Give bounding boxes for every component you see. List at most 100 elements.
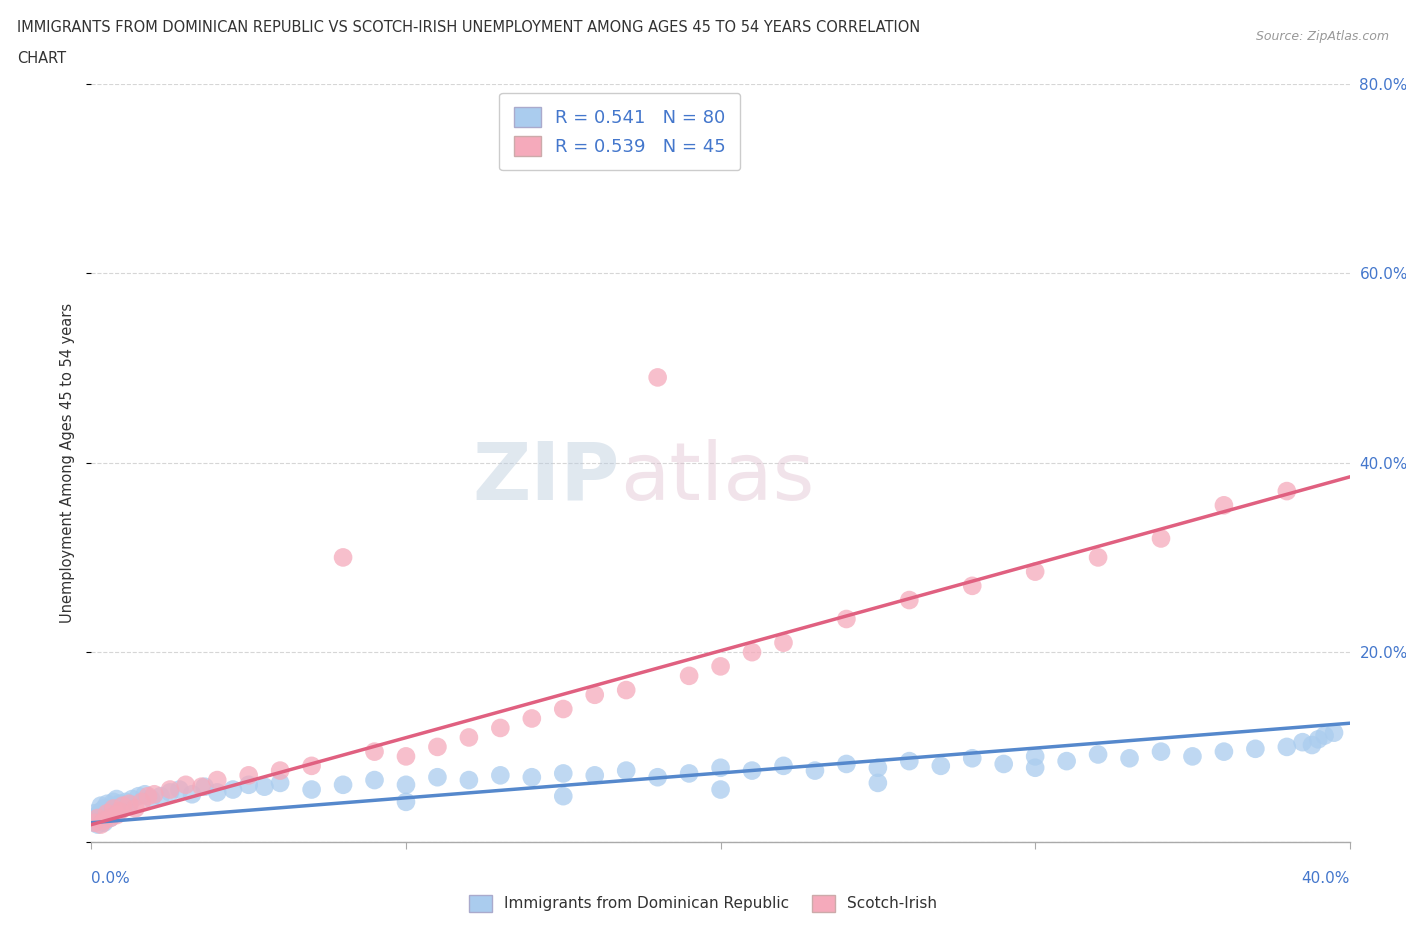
Point [141,791,163,806]
Point [105,791,128,806]
Point [647,370,669,385]
Point [898,753,921,768]
Point [105,807,128,822]
Point [647,770,669,785]
Point [929,759,952,774]
Point [96,807,118,822]
Point [108,804,131,818]
Point [83,816,105,830]
Text: 40.0%: 40.0% [1302,871,1350,886]
Point [804,764,827,778]
Point [159,782,181,797]
Point [83,811,105,826]
Point [614,683,637,698]
Point [253,779,276,794]
Point [553,789,575,804]
Point [583,768,606,783]
Point [131,794,153,809]
Point [395,794,418,809]
Point [98,801,121,816]
Point [93,801,115,816]
Point [118,796,141,811]
Point [96,805,118,820]
Point [1024,749,1046,764]
Y-axis label: Unemployment Among Ages 45 to 54 years: Unemployment Among Ages 45 to 54 years [59,302,75,623]
Point [1056,753,1078,768]
Point [90,798,112,813]
Point [86,817,108,832]
Point [395,749,418,764]
Point [363,773,385,788]
Point [866,761,889,776]
Point [83,816,105,830]
Point [93,816,115,830]
Point [143,787,166,802]
Point [866,776,889,790]
Point [269,776,291,790]
Point [993,756,1015,771]
Point [124,801,146,816]
Point [108,796,131,811]
Point [1150,744,1173,759]
Point [86,811,108,826]
Point [553,701,575,716]
Point [128,789,150,804]
Point [134,787,156,802]
Point [86,807,108,822]
Point [1181,749,1204,764]
Point [83,805,105,820]
Point [583,687,606,702]
Point [741,764,763,778]
Point [121,791,143,806]
Point [1024,761,1046,776]
Point [93,814,115,829]
Point [159,785,181,800]
Point [98,811,121,826]
Point [709,782,731,797]
Point [118,798,141,813]
Point [1275,484,1298,498]
Point [1308,732,1330,747]
Text: atlas: atlas [620,439,814,517]
Point [1087,747,1109,762]
Point [709,761,731,776]
Point [103,801,125,816]
Point [1024,565,1046,579]
Point [457,773,479,788]
Point [222,782,245,797]
Point [111,801,134,816]
Point [194,779,217,794]
Legend: Immigrants from Dominican Republic, Scotch-Irish: Immigrants from Dominican Republic, Scot… [463,889,943,918]
Point [169,782,191,797]
Point [205,785,228,800]
Point [1313,728,1336,743]
Point [772,759,794,774]
Text: IMMIGRANTS FROM DOMINICAN REPUBLIC VS SCOTCH-IRISH UNEMPLOYMENT AMONG AGES 45 TO: IMMIGRANTS FROM DOMINICAN REPUBLIC VS SC… [17,20,920,35]
Point [93,805,115,820]
Point [98,811,121,826]
Point [301,782,323,797]
Point [363,744,385,759]
Point [835,612,858,627]
Point [1244,741,1267,756]
Point [86,814,108,829]
Point [181,787,204,802]
Point [898,592,921,607]
Point [1150,531,1173,546]
Point [678,669,700,684]
Point [426,770,449,785]
Point [489,721,512,736]
Point [395,777,418,792]
Point [90,804,112,818]
Point [489,768,512,783]
Point [90,817,112,832]
Point [520,770,543,785]
Point [103,794,125,809]
Point [111,798,134,813]
Point [103,804,125,818]
Point [741,644,763,659]
Point [90,811,112,826]
Point [1275,739,1298,754]
Point [614,764,637,778]
Point [332,777,354,792]
